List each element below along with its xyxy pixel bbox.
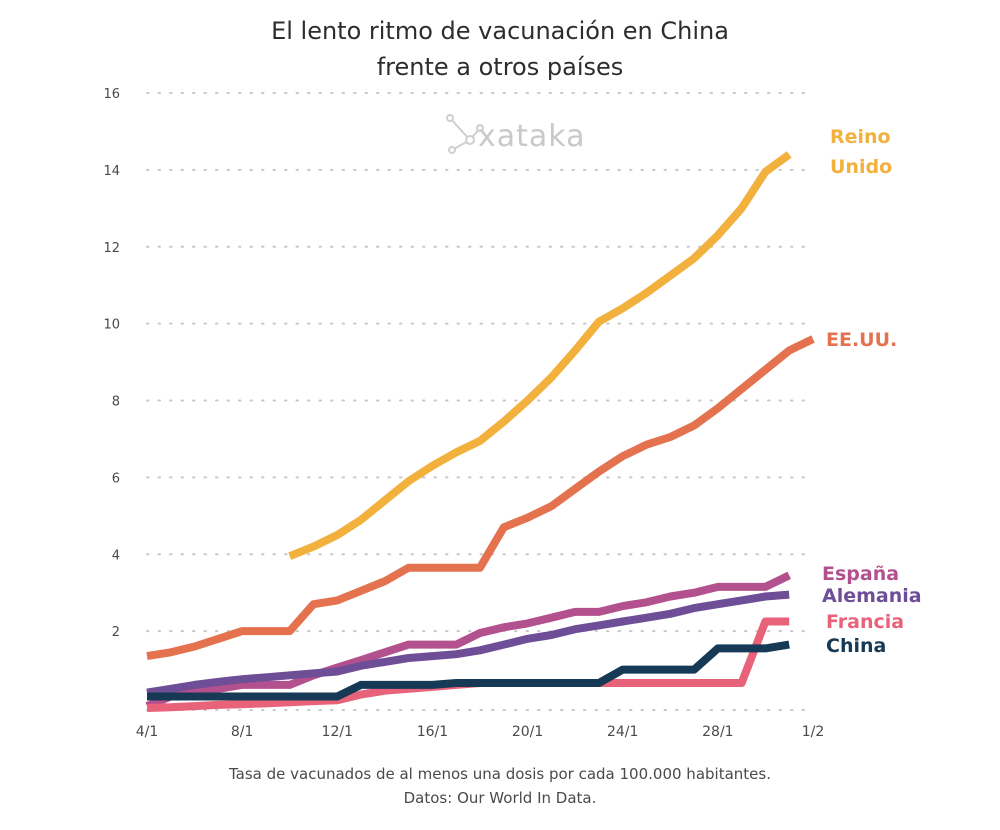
series-lines [145, 151, 815, 712]
series-label-line: España [822, 563, 899, 585]
series-line-3 [146, 590, 790, 697]
series-label-1: EE.UU. [826, 329, 897, 351]
y-axis-ticks: 2 4 6 8 10 12 14 16 [103, 87, 120, 640]
series-label-line: Unido [830, 156, 892, 178]
caption-line-1: Tasa de vacunados de al menos una dosis … [229, 765, 771, 783]
watermark-logo-icon [446, 114, 484, 154]
xataka-watermark: xataka [446, 114, 586, 154]
y-tick-label: 14 [103, 164, 120, 179]
x-tick-label: 4/1 [136, 724, 159, 740]
x-tick-label: 20/1 [512, 724, 543, 740]
x-tick-label: 12/1 [322, 724, 353, 740]
y-tick-label: 12 [103, 241, 120, 256]
caption-line-2: Datos: Our World In Data. [403, 789, 597, 807]
series-label-2: España [822, 563, 899, 585]
series-line-1 [146, 335, 815, 661]
series-label-line: Alemania [822, 585, 922, 607]
series-label-line: Francia [826, 611, 904, 633]
series-label-line: Reino [830, 126, 891, 148]
chart-title-line-1: El lento ritmo de vacunación en China [271, 17, 729, 45]
series-label-3: Alemania [822, 585, 922, 607]
y-tick-label: 4 [112, 548, 120, 563]
x-axis-ticks: 4/1 8/1 12/1 16/1 20/1 24/1 28/1 1/2 [136, 724, 825, 740]
x-tick-label: 24/1 [607, 724, 638, 740]
grid-lines [146, 92, 814, 711]
y-tick-label: 6 [112, 471, 120, 486]
series-label-line: EE.UU. [826, 329, 897, 351]
chart-title-line-2: frente a otros países [376, 53, 624, 81]
x-tick-label: 28/1 [702, 724, 733, 740]
series-label-5: China [826, 635, 886, 657]
series-line-0 [288, 151, 792, 560]
y-tick-label: 2 [112, 625, 120, 640]
x-tick-label: 1/2 [802, 724, 825, 740]
x-tick-label: 16/1 [417, 724, 448, 740]
series-line-2 [145, 571, 791, 710]
watermark-text: xataka [478, 119, 586, 154]
series-label-4: Francia [826, 611, 904, 633]
y-tick-label: 16 [103, 87, 120, 102]
y-tick-label: 8 [112, 395, 120, 410]
x-tick-label: 8/1 [231, 724, 254, 740]
line-chart: 2 4 6 8 10 12 14 16 4/1 8/1 12/1 16/1 20/1 24/1 28/1 1… [103, 87, 922, 740]
series-label-line: China [826, 635, 886, 657]
y-tick-label: 10 [103, 318, 120, 333]
series-line-5 [147, 640, 790, 701]
series-label-0: Reino Unido [830, 126, 892, 178]
